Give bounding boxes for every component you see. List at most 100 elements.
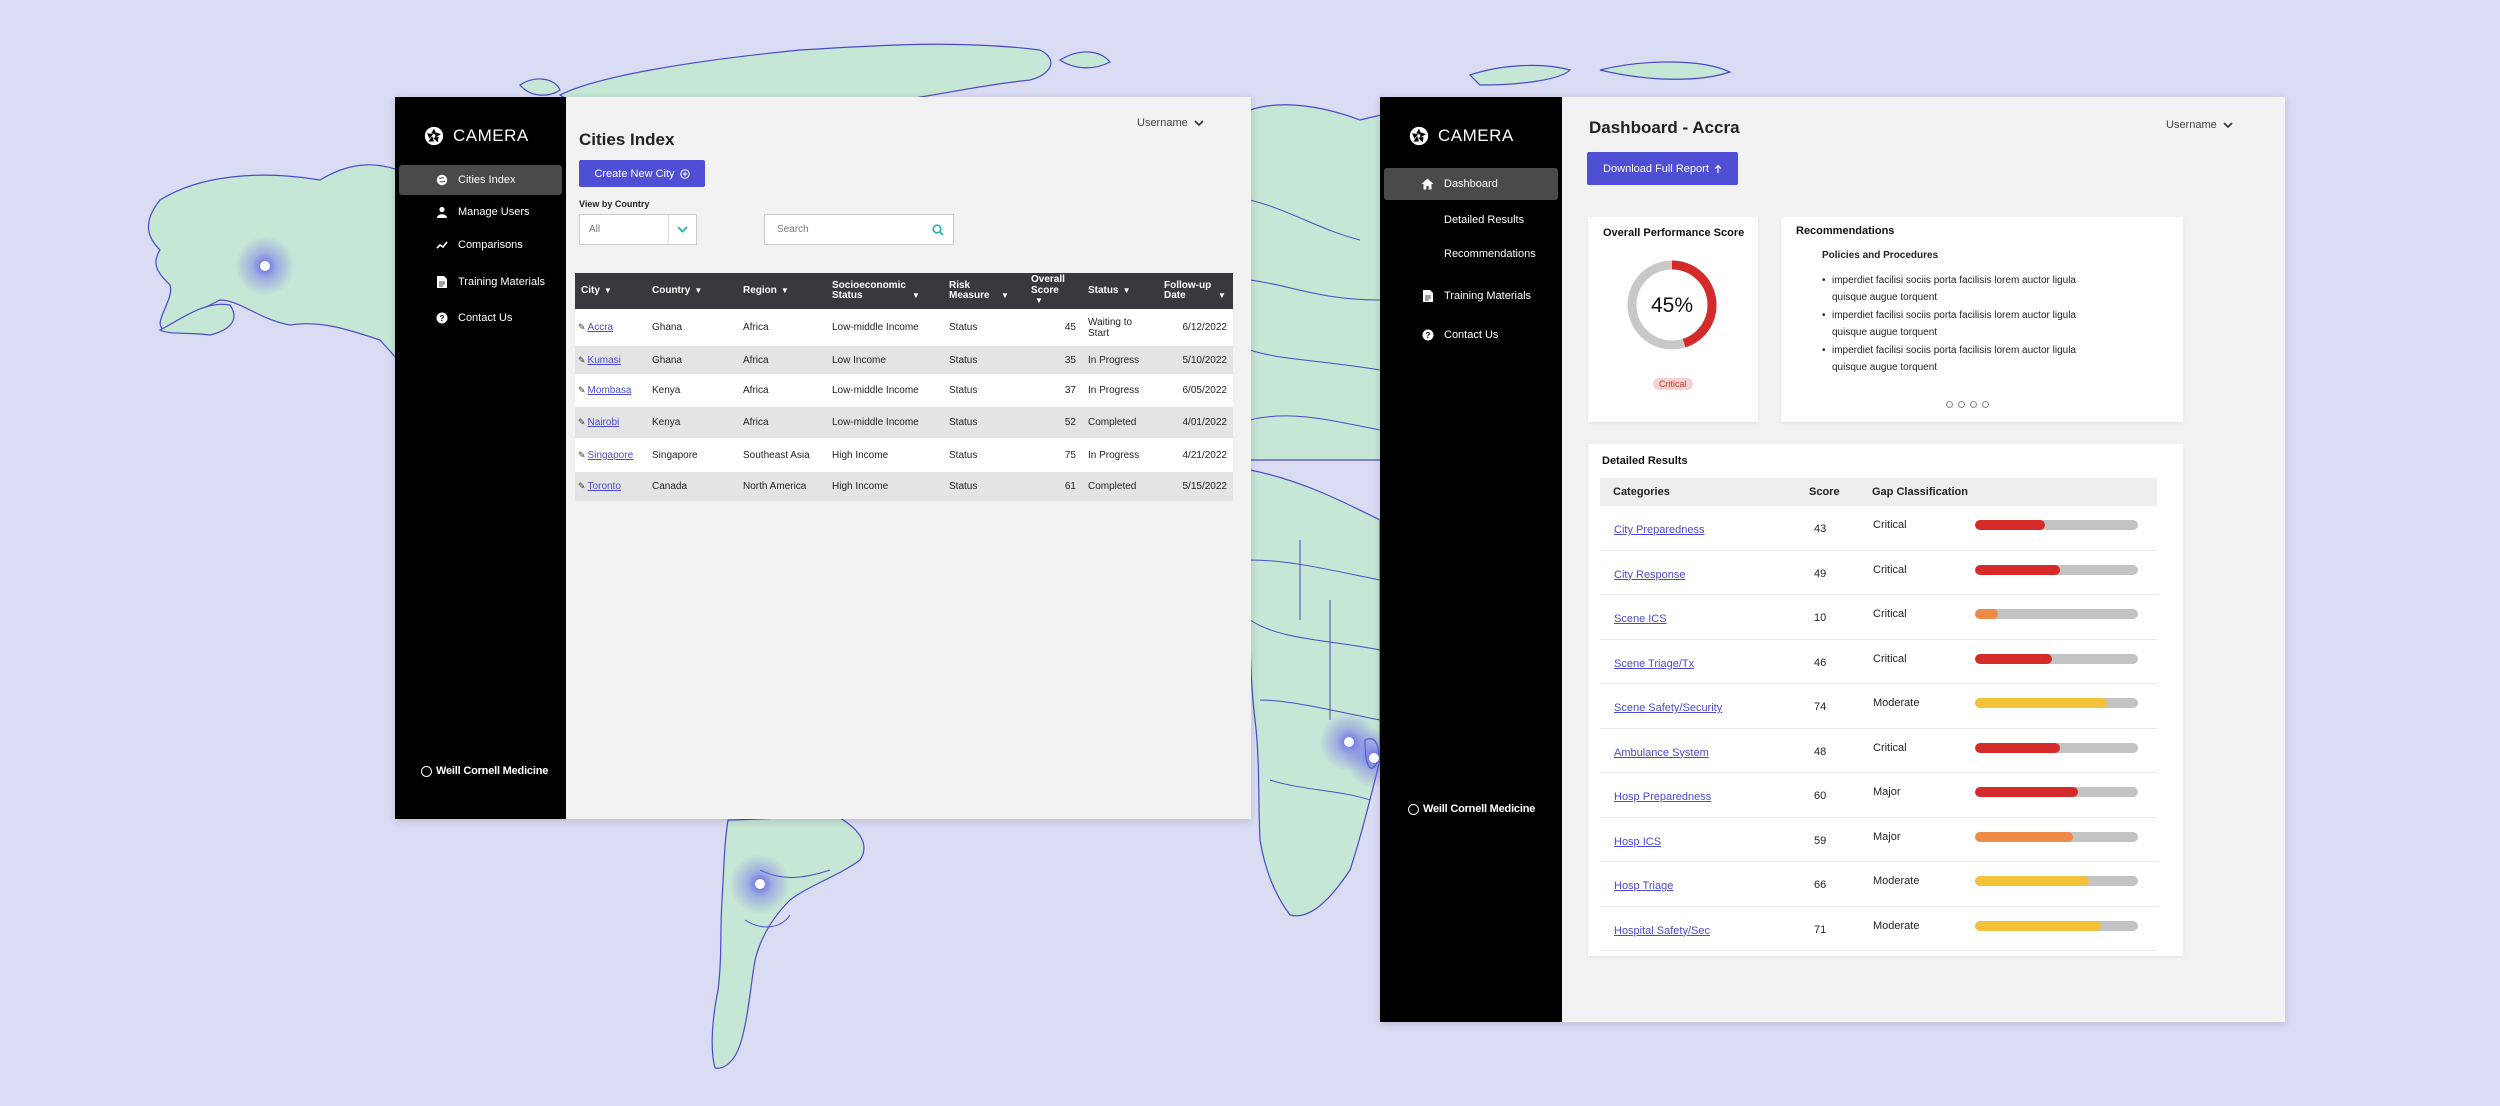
edit-icon[interactable]: ✎: [578, 449, 586, 460]
cities-index-window: CAMERA Cities Index Manage Users Compari…: [395, 97, 1251, 819]
city-link[interactable]: Singapore: [587, 449, 634, 461]
search-icon: [932, 224, 944, 236]
gap-progress-fill: [1975, 787, 2078, 797]
user-menu[interactable]: Username: [2166, 119, 2233, 131]
sidebar-item-detailed-results[interactable]: Detailed Results: [1384, 208, 1558, 232]
sidebar-item-recommendations[interactable]: Recommendations: [1384, 242, 1558, 266]
category-link[interactable]: Scene Safety/Security: [1614, 702, 1723, 714]
column-header-overall-score[interactable]: Overall Score▼: [1025, 273, 1082, 309]
sidebar-item-contact-us[interactable]: ? Contact Us: [1384, 322, 1558, 348]
result-row: Scene ICS 10 Critical: [1600, 595, 2157, 640]
city-link[interactable]: Kumasi: [587, 354, 621, 366]
help-icon: ?: [435, 312, 448, 325]
sidebar-item-training-materials[interactable]: Training Materials: [1384, 283, 1558, 309]
cell-risk-measure-value: Status: [949, 449, 978, 461]
category-link[interactable]: Scene Triage/Tx: [1614, 657, 1695, 670]
select-value: All: [589, 224, 601, 235]
cell-region: Southeast Asia: [737, 438, 826, 472]
user-menu[interactable]: Username: [1137, 117, 1204, 129]
table-row[interactable]: ✎ Singapore Singapore Southeast Asia High In…: [575, 438, 1233, 472]
carousel-pagination: [1946, 401, 1989, 408]
cell-region-value: Southeast Asia: [743, 449, 810, 461]
column-header-country[interactable]: Country ▼: [646, 273, 737, 309]
carousel-dot[interactable]: [1946, 401, 1953, 408]
sidebar-item-training-materials[interactable]: Training Materials: [399, 269, 562, 295]
cell-overall-score: 75: [1025, 438, 1082, 472]
land-south-america: [711, 816, 865, 1069]
cell-follow-up-date: 6/05/2022: [1158, 374, 1233, 407]
country-filter-select[interactable]: All: [579, 214, 697, 245]
document-icon: [1421, 290, 1434, 303]
cell-socioeconomic: Low-middle Income: [826, 309, 943, 346]
camera-aperture-icon: [424, 126, 444, 146]
carousel-dot[interactable]: [1958, 401, 1965, 408]
cell-follow-up-date: 5/10/2022: [1158, 346, 1233, 374]
username: Username: [1137, 117, 1188, 129]
sidebar-item-label: Contact Us: [458, 312, 513, 324]
sidebar-item-comparisons[interactable]: Comparisons: [399, 232, 562, 258]
sidebar-item-label: Cities Index: [458, 174, 516, 186]
category-link[interactable]: Ambulance System: [1614, 746, 1709, 759]
chevron-down-icon: [1194, 119, 1204, 126]
edit-icon[interactable]: ✎: [578, 354, 586, 365]
cell-city: ✎ Toronto: [575, 472, 646, 501]
category-link[interactable]: City Preparedness: [1614, 524, 1705, 536]
sidebar-item-contact-us[interactable]: ? Contact Us: [399, 305, 562, 331]
table-row[interactable]: ✎ Kumasi Ghana Africa Low Income Status 35 In P…: [575, 346, 1233, 374]
category-link[interactable]: City Response: [1614, 568, 1686, 581]
column-header-region[interactable]: Region ▼: [737, 273, 826, 309]
city-link[interactable]: Mombasa: [587, 385, 632, 396]
cell-region: Africa: [737, 309, 826, 346]
category-link[interactable]: Hosp Triage: [1614, 880, 1674, 892]
result-row: City Preparedness 43 Critical: [1600, 506, 2157, 551]
brand-name: CAMERA: [453, 126, 529, 145]
cell-status: In Progress: [1082, 438, 1158, 472]
edit-icon[interactable]: ✎: [578, 417, 586, 427]
search-input[interactable]: Search: [764, 214, 954, 245]
cell-risk-measure: Status: [943, 374, 1025, 407]
cell-country-value: Ghana: [652, 322, 683, 333]
result-row: Hosp Preparedness 60 Major: [1600, 773, 2157, 818]
create-new-city-button[interactable]: Create New City: [579, 160, 705, 187]
table-row[interactable]: ✎ Toronto Canada North America High Income St…: [575, 472, 1233, 501]
sidebar-item-manage-users[interactable]: Manage Users: [399, 199, 562, 225]
carousel-dot[interactable]: [1982, 401, 1989, 408]
sidebar-item-dashboard[interactable]: Dashboard: [1384, 168, 1558, 200]
column-header-follow-up-date[interactable]: Follow-up Date ▼: [1158, 273, 1233, 309]
city-link[interactable]: Accra: [587, 322, 614, 333]
category-link[interactable]: Hosp ICS: [1614, 835, 1662, 848]
map-marker-alaska: [235, 236, 295, 296]
sidebar: CAMERA Dashboard Detailed Results Recomm…: [1380, 97, 1562, 1022]
category-link[interactable]: Scene ICS: [1614, 613, 1667, 625]
edit-icon[interactable]: ✎: [578, 322, 586, 332]
category-link[interactable]: Hospital Safety/Sec: [1614, 924, 1710, 937]
cell-region: Africa: [737, 374, 826, 407]
sidebar-item-cities-index[interactable]: Cities Index: [399, 165, 562, 195]
seal-icon: [421, 765, 432, 777]
home-icon: [1421, 178, 1434, 191]
column-header-city[interactable]: City ▼: [575, 273, 646, 309]
result-row: Scene Safety/Security 74 Moderate: [1600, 684, 2157, 729]
cell-risk-measure-value: Status: [949, 417, 978, 428]
cell-country: Singapore: [646, 438, 737, 472]
cell-follow-up-date: 5/15/2022: [1158, 472, 1233, 501]
gap-progress-fill: [1975, 698, 2108, 708]
table-row[interactable]: ✎ Accra Ghana Africa Low-middle Income Status…: [575, 309, 1233, 346]
download-full-report-button[interactable]: Download Full Report: [1587, 152, 1738, 185]
gap-progress-fill: [1975, 831, 2073, 842]
cell-city: ✎ Mombasa: [575, 374, 646, 407]
table-row[interactable]: ✎ Mombasa Kenya Africa Low-middle Income Stat…: [575, 374, 1233, 407]
table-row[interactable]: ✎ Nairobi Kenya Africa Low-middle Income Stat…: [575, 407, 1233, 438]
city-link[interactable]: Nairobi: [587, 417, 620, 428]
column-header-status[interactable]: Status ▼: [1082, 273, 1158, 309]
edit-icon[interactable]: ✎: [578, 385, 586, 395]
carousel-dot[interactable]: [1970, 401, 1977, 408]
cell-country-value: Kenya: [652, 385, 681, 396]
column-header-socioeconomic[interactable]: Socioeconomic Status ▼: [826, 273, 943, 309]
city-link[interactable]: Toronto: [587, 481, 621, 492]
cell-city: ✎ Kumasi: [575, 346, 646, 374]
column-header-risk-measure[interactable]: Risk Measure ▼: [943, 273, 1025, 309]
category-link[interactable]: Hosp Preparedness: [1614, 791, 1712, 803]
cell-overall-score: 61: [1025, 472, 1082, 501]
edit-icon[interactable]: ✎: [578, 481, 586, 491]
